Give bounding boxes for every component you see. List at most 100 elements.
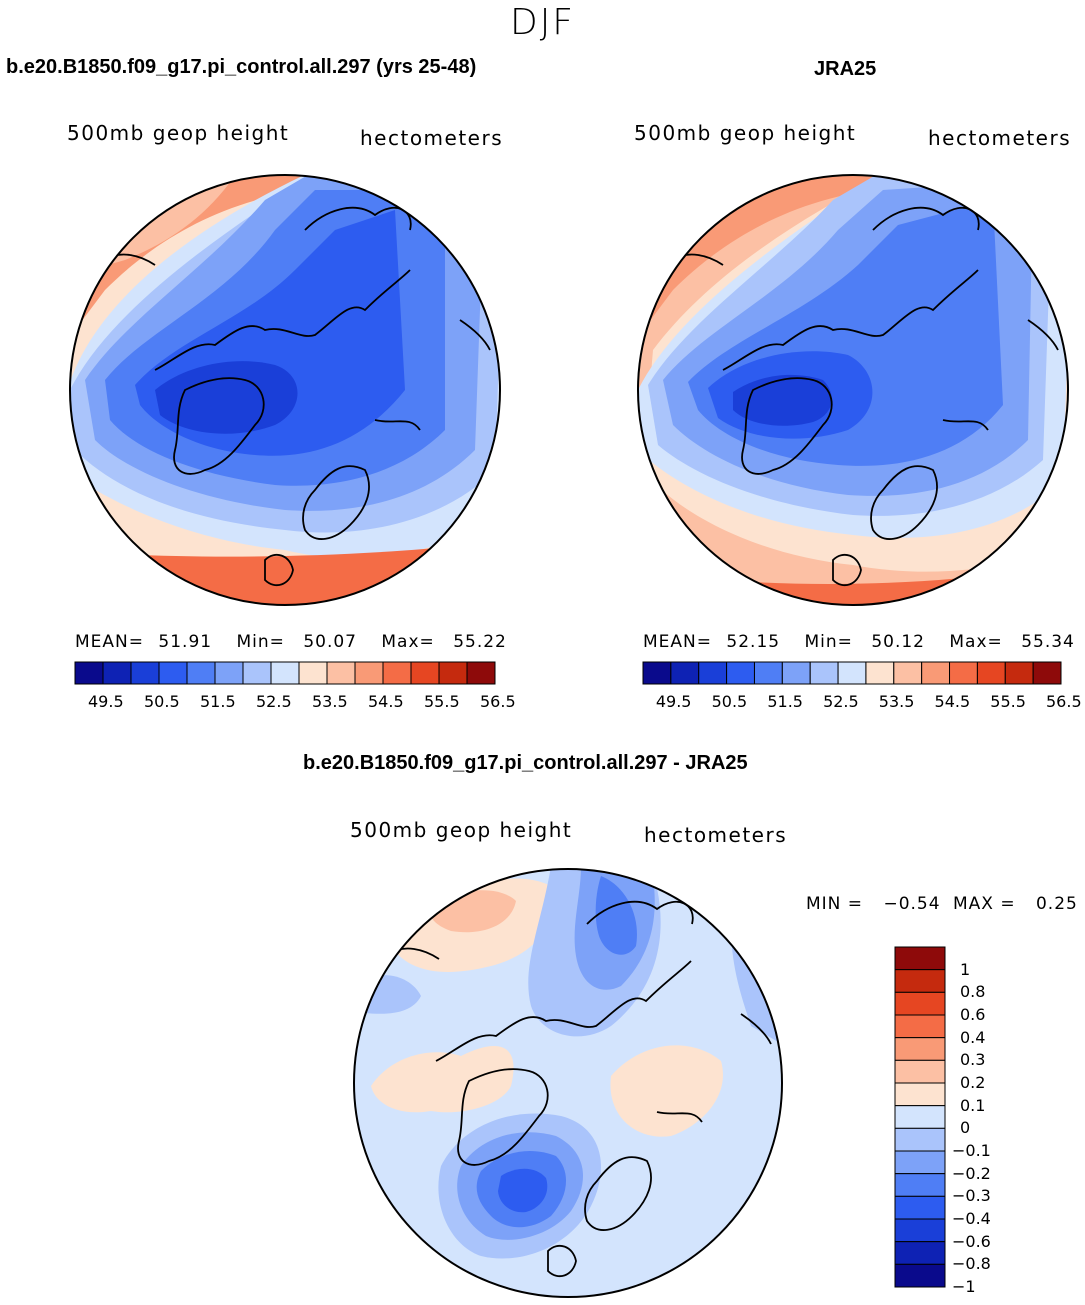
colorbar-tick-label: 0.4 <box>960 1027 986 1047</box>
colorbar-tick-label: 0.3 <box>960 1050 986 1070</box>
colorbar-swatch <box>326 661 356 685</box>
diff-max-label: MAX = <box>952 894 1016 914</box>
colorbar-tick-label: 50.5 <box>144 692 180 711</box>
diff-colorbar-ticks: 1 0.8 0.6 0.4 0.3 0.2 0.1 0 −0.1 −0.2 −0.3 −0.4 −0.6… <box>952 947 1012 1296</box>
colorbar-swatch <box>298 661 328 685</box>
panel1-colorbar-ticks: 49.5 50.5 51.5 52.5 53.5 54.5 55.5 56.5 <box>75 692 516 712</box>
colorbar-tick-label: −0.4 <box>952 1209 991 1228</box>
panel2-max-label: Max= <box>949 632 1003 652</box>
colorbar-swatch <box>894 1127 946 1152</box>
diff-title: b.e20.B1850.f09_g17.pi_control.all.297 -… <box>303 752 748 774</box>
colorbar-swatch <box>1004 661 1034 685</box>
colorbar-swatch <box>354 661 384 685</box>
colorbar-swatch <box>382 661 412 685</box>
diff-units: hectometers <box>644 823 788 847</box>
colorbar-tick-label: 54.5 <box>368 692 404 711</box>
colorbar-tick-label: −0.1 <box>952 1141 991 1160</box>
colorbar-swatch <box>753 661 783 685</box>
colorbar-tick-label: 55.5 <box>990 692 1026 711</box>
panel1-colorbar <box>74 661 496 685</box>
panel2-variable: 500mb geop height <box>634 121 857 145</box>
panel2-min-label: Min= <box>804 632 853 652</box>
colorbar-tick-label: 55.5 <box>424 692 460 711</box>
diff-min-value: −0.54 <box>883 894 941 914</box>
colorbar-swatch <box>894 1082 946 1107</box>
diff-min-label: MIN = <box>806 894 864 914</box>
colorbar-tick-label: 0.1 <box>960 1095 986 1115</box>
colorbar-swatch <box>894 946 946 971</box>
colorbar-tick-label: −0.3 <box>952 1186 991 1206</box>
colorbar-swatch <box>837 661 867 685</box>
colorbar-swatch <box>894 1105 946 1129</box>
panel1-mean-value: 51.91 <box>158 632 213 652</box>
colorbar-swatch <box>894 1263 946 1288</box>
colorbar-tick-label: 50.5 <box>711 692 748 711</box>
colorbar-tick-label: 56.5 <box>480 692 516 711</box>
colorbar-swatch <box>894 1173 946 1197</box>
panel2-colorbar <box>642 661 1062 685</box>
colorbar-tick-label: 51.5 <box>767 692 803 711</box>
colorbar-swatch <box>894 1037 946 1061</box>
colorbar-tick-label: −1 <box>952 1277 976 1296</box>
colorbar-tick-label: 49.5 <box>655 692 692 711</box>
season-title: DJF <box>509 2 576 43</box>
colorbar-swatch <box>130 661 160 685</box>
colorbar-swatch <box>74 661 104 685</box>
colorbar-swatch <box>466 661 496 685</box>
colorbar-tick-label: 54.5 <box>934 692 971 711</box>
panel1-polar-map <box>69 174 501 606</box>
colorbar-swatch <box>894 1218 946 1243</box>
colorbar-tick-label: 0.2 <box>960 1073 986 1092</box>
colorbar-tick-label: −0.2 <box>952 1163 991 1183</box>
colorbar-tick-label: 49.5 <box>88 692 124 711</box>
colorbar-tick-label: 0.6 <box>960 1005 986 1024</box>
colorbar-swatch <box>410 661 440 685</box>
panel1-max-label: Max= <box>381 632 435 652</box>
colorbar-swatch <box>1032 661 1062 685</box>
colorbar-swatch <box>102 661 132 685</box>
colorbar-swatch <box>270 661 300 685</box>
panel2-units: hectometers <box>928 126 1072 150</box>
colorbar-swatch <box>670 661 700 685</box>
colorbar-swatch <box>781 661 811 685</box>
colorbar-tick-label: −0.6 <box>952 1231 991 1251</box>
colorbar-tick-label: 53.5 <box>312 692 348 711</box>
colorbar-swatch <box>642 661 672 685</box>
colorbar-swatch <box>698 661 728 685</box>
colorbar-swatch <box>242 661 272 685</box>
colorbar-tick-label: 0.8 <box>960 982 986 1002</box>
panel2-colorbar-ticks: 49.5 50.5 51.5 52.5 53.5 54.5 55.5 56.5 <box>643 692 1082 712</box>
colorbar-tick-label: 52.5 <box>823 692 859 711</box>
diff-max-value: 0.25 <box>1035 894 1078 914</box>
panel1-min-label: Min= <box>236 632 285 652</box>
diff-variable: 500mb geop height <box>350 818 573 842</box>
colorbar-tick-label: 56.5 <box>1046 692 1082 711</box>
colorbar-swatch <box>214 661 244 685</box>
panel1-title: b.e20.B1850.f09_g17.pi_control.all.297 (… <box>6 56 477 78</box>
panel1-min-value: 50.07 <box>303 632 357 652</box>
colorbar-swatch <box>894 991 946 1016</box>
panel2-polar-map <box>637 174 1069 606</box>
colorbar-swatch <box>809 661 839 685</box>
diff-polar-map <box>353 868 783 1298</box>
colorbar-tick-label: 53.5 <box>878 692 915 711</box>
diff-colorbar <box>894 946 946 1288</box>
colorbar-tick-label: −0.8 <box>952 1254 991 1274</box>
colorbar-swatch <box>894 1241 946 1265</box>
colorbar-swatch <box>893 661 923 685</box>
colorbar-swatch <box>158 661 188 685</box>
colorbar-swatch <box>438 661 468 685</box>
panel1-variable: 500mb geop height <box>67 121 290 145</box>
colorbar-swatch <box>894 1150 946 1175</box>
colorbar-swatch <box>894 1059 946 1084</box>
panel2-min-value: 50.12 <box>871 632 925 652</box>
colorbar-swatch <box>726 661 755 685</box>
panel2-max-value: 55.34 <box>1021 632 1075 652</box>
colorbar-swatch <box>186 661 216 685</box>
colorbar-tick-label: 0 <box>960 1118 971 1138</box>
panel2-mean-value: 52.15 <box>726 632 781 652</box>
panel1-mean-label: MEAN= <box>75 632 144 652</box>
panel1-max-value: 55.22 <box>453 632 507 652</box>
colorbar-swatch <box>921 661 951 685</box>
panel2-title: JRA25 <box>814 58 877 80</box>
